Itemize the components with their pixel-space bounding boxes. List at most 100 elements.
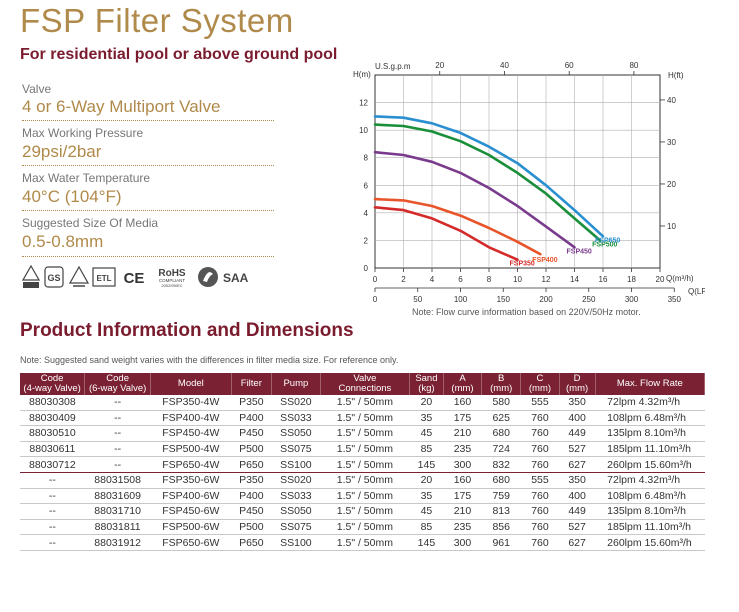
table-cell: 88031710 [84, 503, 151, 520]
right-tick-label: 10 [667, 222, 676, 231]
table-row: -- 88031609 FSP400-6W P400 SS033 1.5" / 50mm 3… [20, 488, 705, 505]
certification-mark-2-icon [69, 265, 89, 287]
x-tick-label: 2 [401, 275, 406, 284]
table-cell: 760 [520, 503, 560, 520]
series-line [373, 206, 519, 261]
spec-label-pressure: Max Working Pressure [22, 126, 144, 140]
spec-label-valve: Valve [22, 82, 52, 96]
table-cell: -- [84, 395, 151, 411]
table-row: 88030409 -- FSP400-4W P400 SS033 1.5" / 50mm 3… [20, 410, 705, 427]
table-cell: 1.5" / 50mm [320, 519, 410, 536]
spec-value-temperature: 40°C (104°F) [22, 187, 122, 206]
y-tick-label: 10 [359, 126, 368, 135]
spec-value-pressure: 29psi/2bar [22, 142, 102, 161]
table-header-cell: B (mm) [481, 373, 522, 395]
y-tick-label: 6 [364, 181, 369, 190]
table-cell: 1.5" / 50mm [320, 472, 410, 489]
x-tick-label: 18 [627, 275, 636, 284]
spec-divider [22, 120, 274, 121]
table-cell: -- [20, 534, 85, 551]
table-cell: 210 [443, 425, 482, 442]
lpm-tick-label: 200 [539, 295, 553, 304]
spec-divider [22, 210, 274, 211]
table-cell: -- [20, 519, 85, 536]
table-header-cell: Code (4-way Valve) [20, 373, 86, 395]
table-cell: FSP650-4W [150, 456, 232, 473]
table-cell: P350 [231, 472, 272, 489]
table-cell: -- [84, 410, 151, 427]
x-tick-label: 16 [599, 275, 608, 284]
table-cell: SS075 [271, 519, 321, 536]
x-axis-label: Q(m³/h) [666, 274, 694, 283]
table-cell: 724 [481, 441, 521, 458]
lpm-axis-label: Q(LPM) [688, 287, 705, 296]
table-cell: 760 [520, 441, 560, 458]
table-cell: P650 [231, 456, 272, 473]
table-row: -- 88031811 FSP500-6W P500 SS075 1.5" / 50mm 8… [20, 519, 705, 536]
table-cell: SS020 [271, 472, 321, 489]
top-axis-label: U.S.g.p.m [375, 62, 411, 71]
table-cell: 185lpm 11.10m³/h [595, 441, 705, 458]
table-cell: 20 [409, 395, 444, 411]
table-header-cell: Max. Flow Rate [595, 373, 706, 395]
table-cell: P450 [231, 503, 272, 520]
top-tick-label: 40 [500, 61, 509, 70]
lpm-tick-label: 250 [582, 295, 596, 304]
y-axis-label: H(m) [353, 70, 371, 79]
top-tick-label: 20 [435, 61, 444, 70]
table-cell: -- [20, 472, 85, 489]
table-cell: SS050 [271, 425, 321, 442]
svg-text:2002/95/EC: 2002/95/EC [161, 283, 182, 288]
table-cell: 160 [443, 472, 482, 489]
x-tick-label: 12 [542, 275, 551, 284]
table-cell: 527 [559, 441, 596, 458]
series-label: FSP350 [510, 261, 535, 268]
table-cell: 45 [409, 425, 444, 442]
x-tick-label: 10 [513, 275, 522, 284]
series-label: FSP450 [567, 248, 592, 255]
table-header-row: Code (4-way Valve) Code (6-way Valve) Model F… [20, 373, 706, 395]
lpm-tick-label: 350 [668, 295, 682, 304]
spec-divider [22, 165, 274, 166]
table-cell: FSP650-6W [150, 534, 232, 551]
table-row: 88030611 -- FSP500-4W P500 SS075 1.5" / 50mm 8… [20, 441, 705, 458]
table-cell: P350 [231, 395, 272, 411]
series-line [373, 123, 602, 242]
table-cell: 85 [409, 519, 444, 536]
table-cell: 175 [443, 410, 482, 427]
gs-mark-icon: GS [44, 266, 64, 288]
table-cell: 135lpm 8.10m³/h [595, 425, 705, 442]
svg-text:SAA: SAA [223, 271, 249, 285]
table-cell: 108lpm 6.48m³/h [595, 488, 705, 505]
table-cell: 88030611 [20, 441, 85, 458]
lpm-tick-label: 100 [454, 295, 468, 304]
table-cell: -- [20, 488, 85, 505]
table-cell: 625 [481, 410, 521, 427]
table-cell: 35 [409, 488, 444, 505]
table-cell: 527 [559, 519, 596, 536]
table-cell: 88030510 [20, 425, 85, 442]
series-label: FSP400 [532, 257, 557, 264]
table-cell: P450 [231, 425, 272, 442]
table-cell: 680 [481, 425, 521, 442]
table-cell: 760 [520, 519, 560, 536]
table-header-cell: Filter [231, 373, 272, 395]
spec-divider [22, 256, 274, 257]
section-title: Product Information and Dimensions [20, 320, 354, 341]
table-cell: 856 [481, 519, 521, 536]
table-header-cell: D (mm) [559, 373, 596, 395]
table-cell: 449 [559, 503, 596, 520]
right-tick-label: 40 [667, 96, 676, 105]
series-label: FSP500 [592, 241, 617, 248]
table-cell: -- [84, 425, 151, 442]
table-cell: SS020 [271, 395, 321, 411]
y-tick-label: 12 [359, 99, 368, 108]
table-cell: P650 [231, 534, 272, 551]
table-cell: 1.5" / 50mm [320, 534, 410, 551]
table-cell: 760 [520, 534, 560, 551]
table-header-cell: Code (6-way Valve) [84, 373, 152, 395]
table-cell: 45 [409, 503, 444, 520]
table-cell: 88031912 [84, 534, 151, 551]
x-tick-label: 8 [487, 275, 492, 284]
table-cell: 350 [559, 472, 596, 489]
